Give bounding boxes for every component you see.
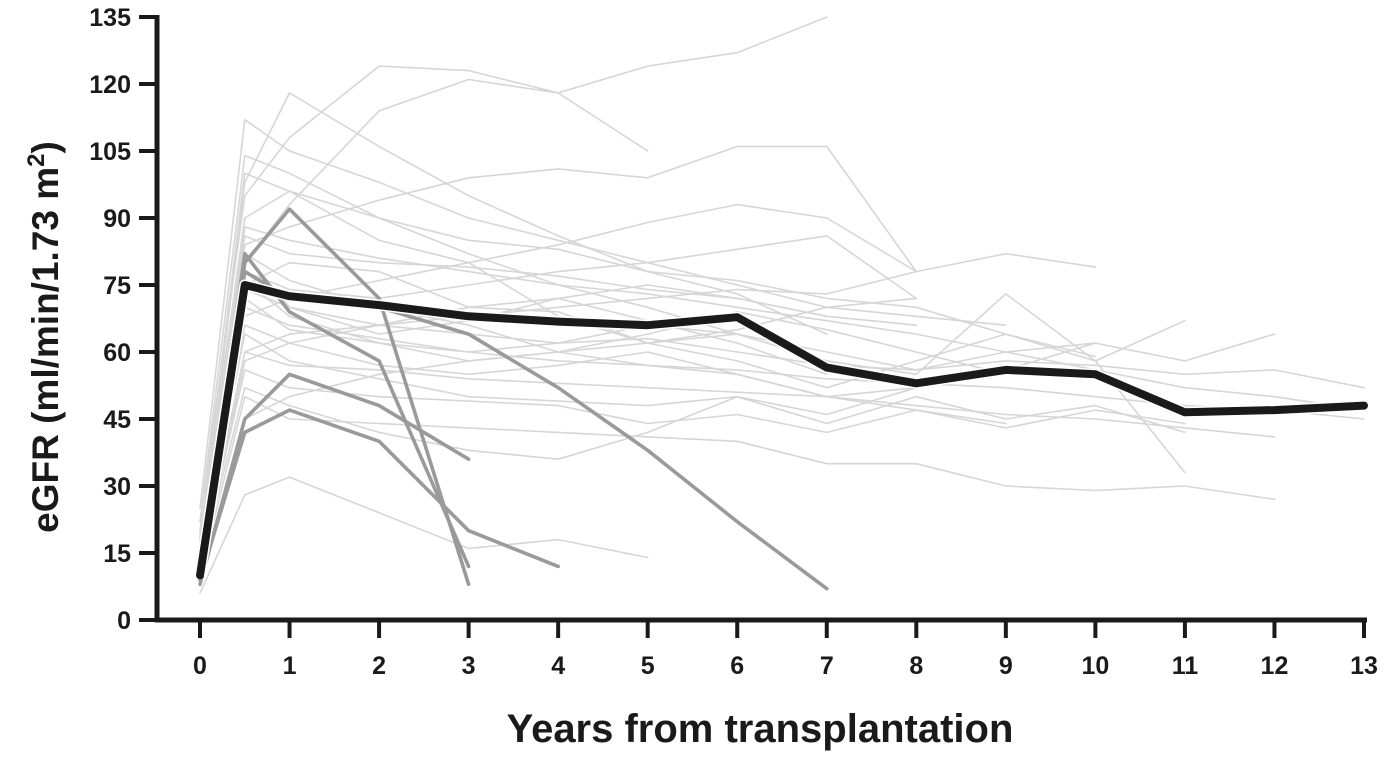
individual-series-line-23 bbox=[199, 154, 739, 523]
plot-lines bbox=[194, 16, 1368, 595]
y-tick-label: 90 bbox=[103, 205, 131, 233]
y-axis-title-superscript: 2 bbox=[23, 153, 50, 166]
x-tick-label: 8 bbox=[909, 652, 923, 680]
individual-series-line-15 bbox=[199, 476, 649, 595]
individual-series-line-24 bbox=[199, 297, 1007, 550]
y-tick-label: 45 bbox=[103, 406, 131, 434]
x-ticks: 0 1 2 3 4 5 6 7 8 9 10 11 12 13 bbox=[193, 620, 1378, 680]
individual-series-line-27 bbox=[199, 324, 918, 568]
highlighted-series-line-32 bbox=[198, 408, 561, 582]
individual-series-line-18 bbox=[199, 252, 1186, 532]
individual-series-line-2 bbox=[199, 172, 1097, 541]
individual-series-line-1 bbox=[199, 118, 1007, 510]
y-tick-label: 30 bbox=[103, 473, 131, 501]
y-tick-label: 120 bbox=[89, 71, 131, 99]
individual-series-line-7 bbox=[199, 16, 828, 523]
y-tick-label: 15 bbox=[103, 540, 131, 568]
x-tick-label: 0 bbox=[193, 652, 207, 680]
y-tick-label: 105 bbox=[89, 138, 131, 166]
highlighted-series-line-33 bbox=[198, 269, 829, 591]
mean-series-halo bbox=[194, 279, 1365, 577]
y-tick-label: 60 bbox=[103, 339, 131, 367]
mean-series-line-34 bbox=[196, 281, 1368, 580]
individual-series-line-16 bbox=[199, 333, 1186, 559]
x-tick-label: 4 bbox=[551, 652, 565, 680]
x-tick-label: 5 bbox=[641, 652, 655, 680]
x-tick-label: 10 bbox=[1081, 652, 1109, 680]
x-tick-label: 12 bbox=[1261, 652, 1289, 680]
x-tick-label: 7 bbox=[820, 652, 834, 680]
x-tick-label: 9 bbox=[999, 652, 1013, 680]
x-tick-label: 2 bbox=[372, 652, 386, 680]
individual-series-line-28 bbox=[199, 235, 918, 545]
individual-series-line-5 bbox=[199, 351, 1276, 568]
y-ticks: 0 15 30 45 60 75 90 105 120 135 bbox=[89, 4, 157, 635]
individual-series-line-13 bbox=[199, 288, 1365, 550]
x-axis-title: Years from transplantation bbox=[507, 707, 1014, 751]
x-tick-label: 13 bbox=[1350, 652, 1378, 680]
y-axis-title: eGFR (ml/min/1.73 m2) bbox=[23, 141, 66, 533]
y-tick-label: 135 bbox=[89, 4, 131, 32]
individual-series-line-20 bbox=[199, 284, 828, 577]
individual-series-line-10 bbox=[199, 203, 918, 559]
x-tick-label: 6 bbox=[730, 652, 744, 680]
x-tick-label: 3 bbox=[462, 652, 476, 680]
individual-series-line-6 bbox=[199, 395, 1276, 577]
individual-series-line-25 bbox=[199, 92, 828, 554]
individual-series-line-22 bbox=[199, 369, 1007, 568]
y-tick-label: 0 bbox=[117, 607, 131, 635]
y-tick-label: 75 bbox=[103, 272, 131, 300]
individual-series-line-11 bbox=[199, 252, 1097, 568]
individual-series-line-17 bbox=[199, 190, 1186, 541]
y-axis-title-main: eGFR (ml/min/1.73 m bbox=[25, 167, 66, 533]
x-tick-label: 1 bbox=[283, 652, 297, 680]
individual-series-line-12 bbox=[199, 333, 1276, 581]
axes bbox=[154, 15, 1367, 623]
x-tick-label: 11 bbox=[1172, 652, 1199, 680]
highlighted-series-line-30 bbox=[198, 372, 471, 587]
y-axis-title-suffix: ) bbox=[25, 141, 66, 153]
individual-series-line-3 bbox=[199, 226, 1365, 554]
